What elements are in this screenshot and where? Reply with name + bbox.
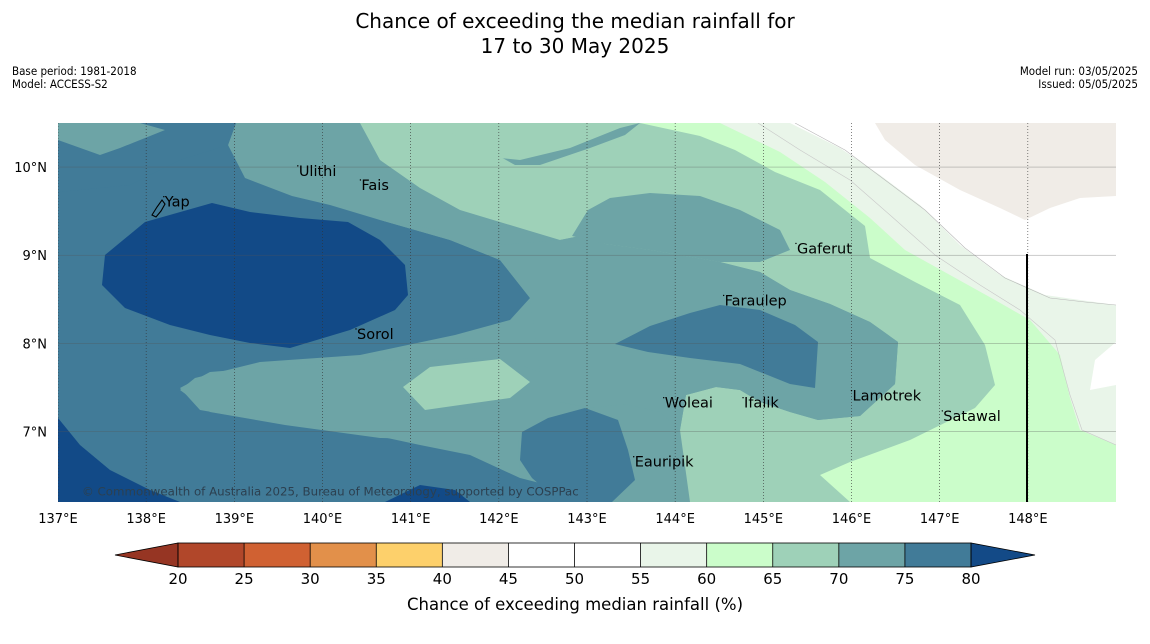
place-label[interactable]: Woleai (665, 396, 713, 412)
place-label[interactable]: Lamotrek (853, 389, 922, 405)
colorbar-swatch (508, 543, 575, 567)
colorbar-tick-label: 50 (565, 570, 584, 588)
colorbar-swatch (574, 543, 641, 567)
yap-island (151, 199, 166, 218)
colorbar-swatch (244, 543, 311, 567)
region-80-plus-core (102, 203, 408, 348)
longitude-tick-label: 141°E (391, 512, 431, 527)
copyright-text: © Commonwealth of Australia 2025, Bureau… (82, 485, 579, 499)
contour-55 (757, 123, 1116, 446)
longitude-tick-label: 139°E (215, 512, 255, 527)
region-75-80-east-top (615, 305, 818, 388)
colorbar-tick-label: 35 (367, 570, 386, 588)
colorbar-swatch (640, 543, 707, 567)
colorbar-tick-label: 60 (697, 570, 716, 588)
colorbar-under-extend (114, 542, 179, 568)
region-70-75-wedge (572, 193, 790, 262)
region-65-70-south-patch (403, 359, 530, 410)
longitude-tick-label: 138°E (126, 512, 166, 527)
region-70-75-center (380, 220, 898, 430)
longitude-tick-label: 142°E (479, 512, 519, 527)
region-65-70-top (430, 123, 640, 160)
colorbar-swatch (442, 543, 509, 567)
model-run-text: Model run: 03/05/2025 (1019, 64, 1138, 78)
run-info: Model run: 03/05/2025 Issued: 05/05/2025 (1020, 65, 1138, 91)
place-marker (163, 196, 165, 198)
colorbar-tick-label: 75 (895, 570, 914, 588)
title-line-1: Chance of exceeding the median rainfall … (355, 9, 795, 33)
longitude-tick-label: 143°E (567, 512, 607, 527)
longitude-tick-label: 137°E (38, 512, 78, 527)
longitude-tick-label: 147°E (920, 512, 960, 527)
base-period-text: Base period: 1981-2018 (12, 64, 137, 78)
place-marker (663, 396, 665, 399)
colorbar-tick-label: 80 (961, 570, 980, 588)
latitude-tick-label: 7°N (23, 425, 48, 440)
colorbar-over-extend (970, 542, 1036, 568)
colorbar-swatch (178, 543, 245, 567)
longitude-ticks: 137°E 138°E 139°E 140°E 141°E 142°E 143°E 144°E… (38, 512, 1047, 527)
colorbar-tick-label: 55 (631, 570, 650, 588)
place-label[interactable]: Faraulep (725, 293, 787, 309)
place-marker (359, 179, 362, 181)
colorbar-tick-label: 20 (168, 570, 187, 588)
region-70-75-nw (58, 123, 165, 155)
latitude-tick-label: 8°N (23, 337, 48, 352)
colorbar-label: Chance of exceeding median rainfall (%) (407, 595, 743, 614)
graticule (58, 123, 1116, 502)
longitude-tick-label: 148°E (1008, 512, 1048, 527)
place-label[interactable]: Sorol (357, 327, 394, 343)
latitude-ticks: 10°N 9°N 8°N 7°N (14, 161, 47, 440)
place-marker (355, 328, 357, 330)
colorbar-tick-label: 25 (235, 570, 254, 588)
longitude-tick-label: 146°E (832, 512, 872, 527)
place-marker (722, 294, 725, 297)
colorbar-swatch (772, 543, 840, 567)
place-marker (742, 396, 744, 399)
issued-text: Issued: 05/05/2025 (1038, 77, 1138, 91)
place-label[interactable]: Gaferut (797, 241, 852, 257)
colorbar-tick-label: 40 (433, 570, 452, 588)
colorbar: 20 25 30 35 40 45 50 55 60 65 70 75 80 Chance of exc… (114, 542, 1036, 614)
place-label[interactable]: Yap (164, 195, 190, 211)
latitude-tick-label: 9°N (23, 249, 48, 264)
place-marker (297, 165, 299, 167)
base-info: Base period: 1981-2018 Model: ACCESS-S2 (12, 65, 137, 91)
chart-title: Chance of exceeding the median rainfall … (0, 9, 1150, 59)
model-text: Model: ACCESS-S2 (12, 77, 108, 91)
map-area[interactable]: Ulithi Fais Yap Gaferut Faraulep Sorol Lamotre… (58, 123, 1116, 502)
colorbar-tick-label: 70 (829, 570, 848, 588)
place-label[interactable]: Eauripik (635, 455, 694, 471)
colorbar-tick-label: 45 (499, 570, 518, 588)
place-marker (633, 456, 635, 458)
title-line-2: 17 to 30 May 2025 (480, 34, 670, 58)
colorbar-tick-label: 30 (301, 570, 320, 588)
colorbar-swatch (904, 543, 972, 567)
region-70-75-south (180, 358, 680, 502)
colorbar-swatch (376, 543, 443, 567)
region-40-45-ne (875, 123, 1116, 220)
place-label[interactable]: Fais (361, 178, 388, 194)
longitude-tick-label: 145°E (744, 512, 784, 527)
contour-50 (794, 123, 1116, 306)
colorbar-swatch (310, 543, 377, 567)
latitude-tick-label: 10°N (14, 161, 47, 176)
place-labels: Ulithi Fais Yap Gaferut Faraulep Sorol Lamotre… (163, 164, 1001, 471)
place-marker (941, 410, 944, 412)
place-marker (795, 242, 797, 245)
region-80-plus-s (385, 485, 470, 502)
longitude-tick-label: 144°E (655, 512, 695, 527)
place-label[interactable]: Ifalik (744, 396, 779, 412)
place-label[interactable]: Satawal (943, 409, 1000, 425)
colorbar-swatch (838, 543, 906, 567)
colorbar-tick-label: 65 (763, 570, 782, 588)
region-80-plus-sw (58, 418, 180, 502)
place-marker (850, 389, 853, 392)
colorbar-swatch (706, 543, 774, 567)
longitude-tick-label: 140°E (303, 512, 343, 527)
place-label[interactable]: Ulithi (299, 164, 337, 180)
